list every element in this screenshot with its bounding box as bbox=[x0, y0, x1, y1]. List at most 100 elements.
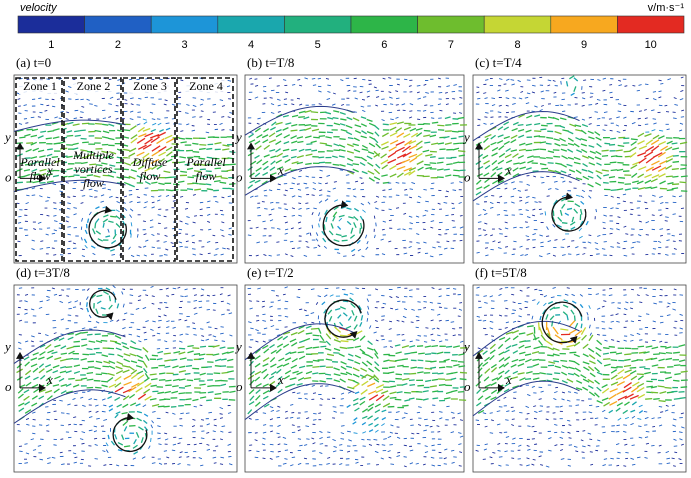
velocity-vector bbox=[142, 152, 150, 159]
velocity-vector bbox=[395, 373, 403, 376]
velocity-vector bbox=[351, 248, 356, 253]
velocity-vector bbox=[629, 394, 639, 400]
velocity-vector bbox=[226, 302, 231, 305]
velocity-vector bbox=[538, 326, 544, 335]
velocity-vector bbox=[95, 206, 100, 210]
velocity-vector bbox=[539, 148, 547, 151]
velocity-vector bbox=[567, 391, 572, 393]
velocity-vector bbox=[192, 253, 197, 256]
velocity-vector bbox=[317, 327, 322, 334]
velocity-vector bbox=[623, 465, 627, 467]
velocity-vector bbox=[136, 254, 141, 257]
velocity-vector bbox=[277, 104, 281, 107]
velocity-vector bbox=[305, 240, 309, 243]
velocity-vector bbox=[638, 157, 647, 164]
velocity-vector bbox=[416, 91, 420, 94]
velocity-vector bbox=[587, 378, 595, 384]
velocity-vector bbox=[284, 208, 289, 211]
velocity-vector bbox=[304, 109, 312, 114]
velocity-vector bbox=[347, 346, 354, 349]
velocity-vector bbox=[200, 339, 205, 342]
velocity-vector bbox=[60, 383, 67, 387]
velocity-vector bbox=[332, 438, 336, 442]
velocity-vector bbox=[311, 77, 316, 80]
velocity-vector bbox=[359, 177, 363, 179]
velocity-vector bbox=[275, 121, 283, 126]
velocity-vector bbox=[275, 348, 282, 354]
velocity-vector bbox=[666, 239, 670, 242]
velocity-vector bbox=[595, 208, 597, 213]
velocity-vector bbox=[545, 418, 549, 421]
panel-label: (f) t=5T/8 bbox=[475, 265, 527, 280]
velocity-vector bbox=[58, 337, 65, 342]
velocity-vector bbox=[95, 360, 103, 364]
velocity-vector bbox=[86, 150, 94, 154]
velocity-vector bbox=[483, 92, 487, 94]
velocity-vector bbox=[285, 122, 292, 126]
velocity-vector bbox=[339, 111, 346, 116]
velocity-vector bbox=[229, 163, 236, 166]
velocity-vector bbox=[81, 327, 86, 330]
axis-label: y bbox=[462, 339, 470, 354]
velocity-vector bbox=[630, 164, 638, 170]
velocity-vector bbox=[130, 373, 139, 380]
velocity-vector bbox=[150, 285, 154, 288]
velocity-vector bbox=[603, 358, 611, 361]
velocity-vector bbox=[366, 118, 373, 123]
velocity-vector bbox=[45, 376, 52, 382]
velocity-vector bbox=[346, 150, 355, 154]
velocity-vector bbox=[226, 85, 231, 88]
velocity-vector bbox=[270, 430, 274, 433]
panel-frame bbox=[244, 284, 465, 473]
velocity-vector bbox=[122, 318, 126, 321]
velocity-vector bbox=[192, 182, 199, 185]
velocity-vector bbox=[408, 140, 417, 145]
velocity-vector bbox=[47, 349, 54, 354]
velocity-vector bbox=[629, 370, 637, 375]
velocity-vector bbox=[291, 341, 298, 347]
velocity-vector bbox=[221, 425, 226, 427]
velocity-vector bbox=[408, 153, 418, 159]
velocity-vector bbox=[651, 145, 660, 152]
velocity-vector bbox=[631, 172, 638, 178]
velocity-vector bbox=[444, 448, 448, 451]
velocity-vector bbox=[262, 344, 269, 350]
velocity-vector bbox=[489, 349, 496, 355]
velocity-vector bbox=[381, 416, 387, 421]
velocity-vector bbox=[227, 370, 234, 373]
velocity-vector bbox=[568, 181, 572, 183]
velocity-vector bbox=[159, 372, 166, 375]
velocity-vector bbox=[46, 153, 53, 157]
velocity-vector bbox=[653, 122, 657, 125]
velocity-vector bbox=[270, 349, 277, 355]
velocity-vector bbox=[60, 345, 67, 350]
velocity-vector bbox=[81, 255, 86, 257]
velocity-vector bbox=[342, 300, 349, 303]
velocity-vector bbox=[511, 343, 518, 347]
velocity-vector bbox=[198, 353, 206, 356]
velocity-vector bbox=[72, 306, 77, 308]
velocity-vector bbox=[411, 182, 416, 185]
velocity-vector bbox=[595, 293, 600, 295]
velocity-vector bbox=[52, 364, 60, 369]
velocity-vector bbox=[72, 147, 79, 151]
velocity-vector bbox=[425, 91, 429, 94]
velocity-vector bbox=[616, 130, 621, 133]
velocity-vector bbox=[309, 232, 312, 236]
velocity-vector bbox=[269, 305, 273, 308]
velocity-vector bbox=[138, 340, 142, 343]
velocity-vector bbox=[658, 135, 665, 140]
velocity-vector bbox=[437, 334, 441, 337]
velocity-vector bbox=[220, 430, 224, 433]
velocity-vector bbox=[73, 181, 77, 184]
velocity-vector bbox=[603, 363, 611, 367]
velocity-vector bbox=[40, 103, 44, 106]
velocity-vector bbox=[431, 444, 435, 447]
velocity-vector bbox=[292, 177, 296, 180]
velocity-vector bbox=[39, 344, 46, 348]
velocity-vector bbox=[374, 366, 381, 372]
velocity-vector bbox=[107, 174, 115, 178]
velocity-vector bbox=[115, 365, 123, 370]
velocity-vector bbox=[193, 312, 198, 315]
